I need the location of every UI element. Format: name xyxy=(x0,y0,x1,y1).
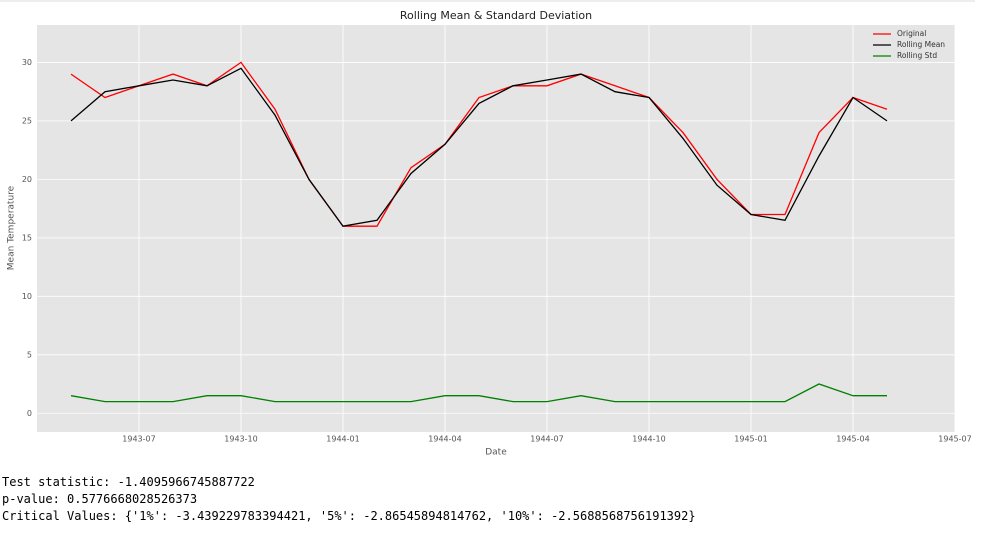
x-axis-label: Date xyxy=(485,448,507,458)
legend-label: Rolling Mean xyxy=(897,40,945,49)
output-line: p-value: 0.5776668028526373 xyxy=(2,492,198,506)
y-tick-label: 20 xyxy=(22,175,32,184)
y-tick-label: 25 xyxy=(22,116,32,125)
chart: Rolling Mean & Standard Deviation Date M… xyxy=(0,0,975,458)
output: Test statistic: -1.4095966745887722 p-val… xyxy=(2,474,696,525)
y-tick-label: 15 xyxy=(22,233,32,242)
legend-label: Rolling Std xyxy=(897,51,937,60)
x-tick-label: 1944-01 xyxy=(326,435,359,444)
x-tick-label: 1945-04 xyxy=(836,435,869,444)
y-axis-label: Mean Temperature xyxy=(7,185,17,270)
y-tick-label: 10 xyxy=(22,292,32,301)
x-tick-label: 1943-10 xyxy=(224,435,257,444)
plot-area xyxy=(37,25,955,432)
chart-title: Rolling Mean & Standard Deviation xyxy=(400,9,592,22)
legend-label: Original xyxy=(897,29,926,38)
y-tick-label: 5 xyxy=(27,350,32,359)
x-tick-label: 1944-07 xyxy=(530,435,563,444)
x-tick-label: 1944-10 xyxy=(632,435,665,444)
x-tick-label: 1944-04 xyxy=(428,435,461,444)
y-tick-label: 0 xyxy=(27,409,32,418)
y-tick-label: 30 xyxy=(22,58,32,67)
x-tick-label: 1945-07 xyxy=(938,435,971,444)
output-line: Critical Values: {'1%': -3.4392297833944… xyxy=(2,509,696,523)
x-tick-label: 1945-01 xyxy=(734,435,767,444)
series-line xyxy=(70,67,888,227)
output-line: Test statistic: -1.4095966745887722 xyxy=(2,475,255,489)
series-line xyxy=(70,383,887,403)
x-tick-label: 1943-07 xyxy=(122,435,155,444)
